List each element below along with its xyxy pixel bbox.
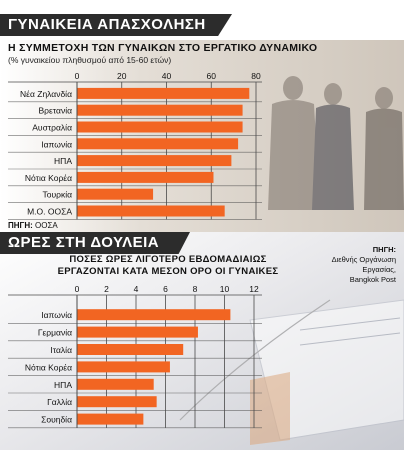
x-tick-label: 20 [117,71,127,81]
section1-banner: ΓΥΝΑΙΚΕΙΑ ΑΠΑΣΧΟΛΗΣΗ [0,14,232,36]
chart2-title-line2: ΕΡΓΑΖΟΝΤΑΙ ΚΑΤΑ ΜΕΣΟΝ ΟΡΟ ΟΙ ΓΥΝΑΙΚΕΣ [57,266,279,277]
bar [77,309,231,321]
bar [77,344,184,355]
chart2-source-line1: Διεθνής Οργάνωση Εργασίας, [331,255,396,274]
category-label: Σουηδία [41,415,72,425]
bar [77,138,239,150]
category-label: Γερμανία [38,328,72,338]
bar [77,171,214,183]
bar [77,326,198,338]
x-tick-label: 0 [75,71,80,81]
chart2: 0 2 4 6 8 10 12 Ιαπωνία Γερμανία Ιταλία Νότια Κορέ… [8,284,262,429]
people-silhouettes [268,76,404,210]
bar [77,188,154,200]
category-label: ΗΠΑ [54,380,72,390]
category-label: Ιταλία [50,345,72,355]
chart2-title-line1: ΠΟΣΕΣ ΩΡΕΣ ΛΙΓΟΤΕΡΟ ΕΒΔΟΜΑΔΙΑΙΩΣ [69,254,267,265]
chart2-source-line2: Bangkok Post [349,275,396,284]
x-tick-label: 40 [162,71,172,81]
bar [77,413,144,425]
category-label: Νέα Ζηλανδία [20,89,72,99]
category-label: Βρετανία [39,106,73,116]
category-label: Γαλλία [47,397,72,407]
category-label: ΗΠΑ [54,156,72,166]
x-tick-label: 12 [249,284,259,294]
section2-banner: ΩΡΕΣ ΣΤΗ ΔΟΥΛΕΙΑ [0,232,190,254]
bar [77,205,225,217]
chart1: 0 20 40 60 80 Νέα Ζηλανδία Βρετανία Αυστραλία Ια… [8,71,262,220]
x-tick-label: 0 [75,284,80,294]
bar [77,396,157,408]
category-label: Αυστραλία [32,123,72,133]
x-tick-label: 8 [193,284,198,294]
x-tick-label: 10 [220,284,230,294]
bar [77,121,243,133]
x-tick-label: 80 [251,71,261,81]
category-label: Τουρκία [42,190,72,200]
bar [77,378,154,390]
chart2-source-label: ΠΗΓΗ: [372,245,396,254]
x-tick-label: 4 [134,284,139,294]
bar [77,155,232,167]
x-tick-label: 60 [207,71,217,81]
category-label: Ιαπωνία [41,310,72,320]
chart1-subtitle: (% γυναικείου πληθυσμού από 15-60 ετών) [8,55,172,65]
chart2-source: ΠΗΓΗ: Διεθνής Οργάνωση Εργασίας, Bangkok… [300,245,396,285]
category-label: Μ.Ο. ΟΟΣΑ [27,207,72,217]
chart2-title: ΠΟΣΕΣ ΩΡΕΣ ΛΙΓΟΤΕΡΟ ΕΒΔΟΜΑΔΙΑΙΩΣ ΕΡΓΑΖΟΝ… [48,254,288,278]
chart1-source-text: ΟΟΣΑ [32,221,58,230]
bar [77,361,170,373]
x-tick-label: 2 [104,284,109,294]
category-label: Νότια Κορέα [25,173,72,183]
chart1-source: ΠΗΓΗ: ΟΟΣΑ [8,221,58,230]
category-label: Νότια Κορέα [25,362,72,372]
bar [77,104,243,116]
x-tick-label: 6 [163,284,168,294]
documents-graphics [179,299,404,445]
chart1-source-label: ΠΗΓΗ: [8,221,33,230]
bar [77,87,250,99]
category-label: Ιαπωνία [41,139,72,149]
chart1-title: Η ΣΥΜΜΕΤΟΧΗ ΤΩΝ ΓΥΝΑΙΚΩΝ ΣΤΟ ΕΡΓΑΤΙΚΟ ΔΥ… [8,42,318,54]
